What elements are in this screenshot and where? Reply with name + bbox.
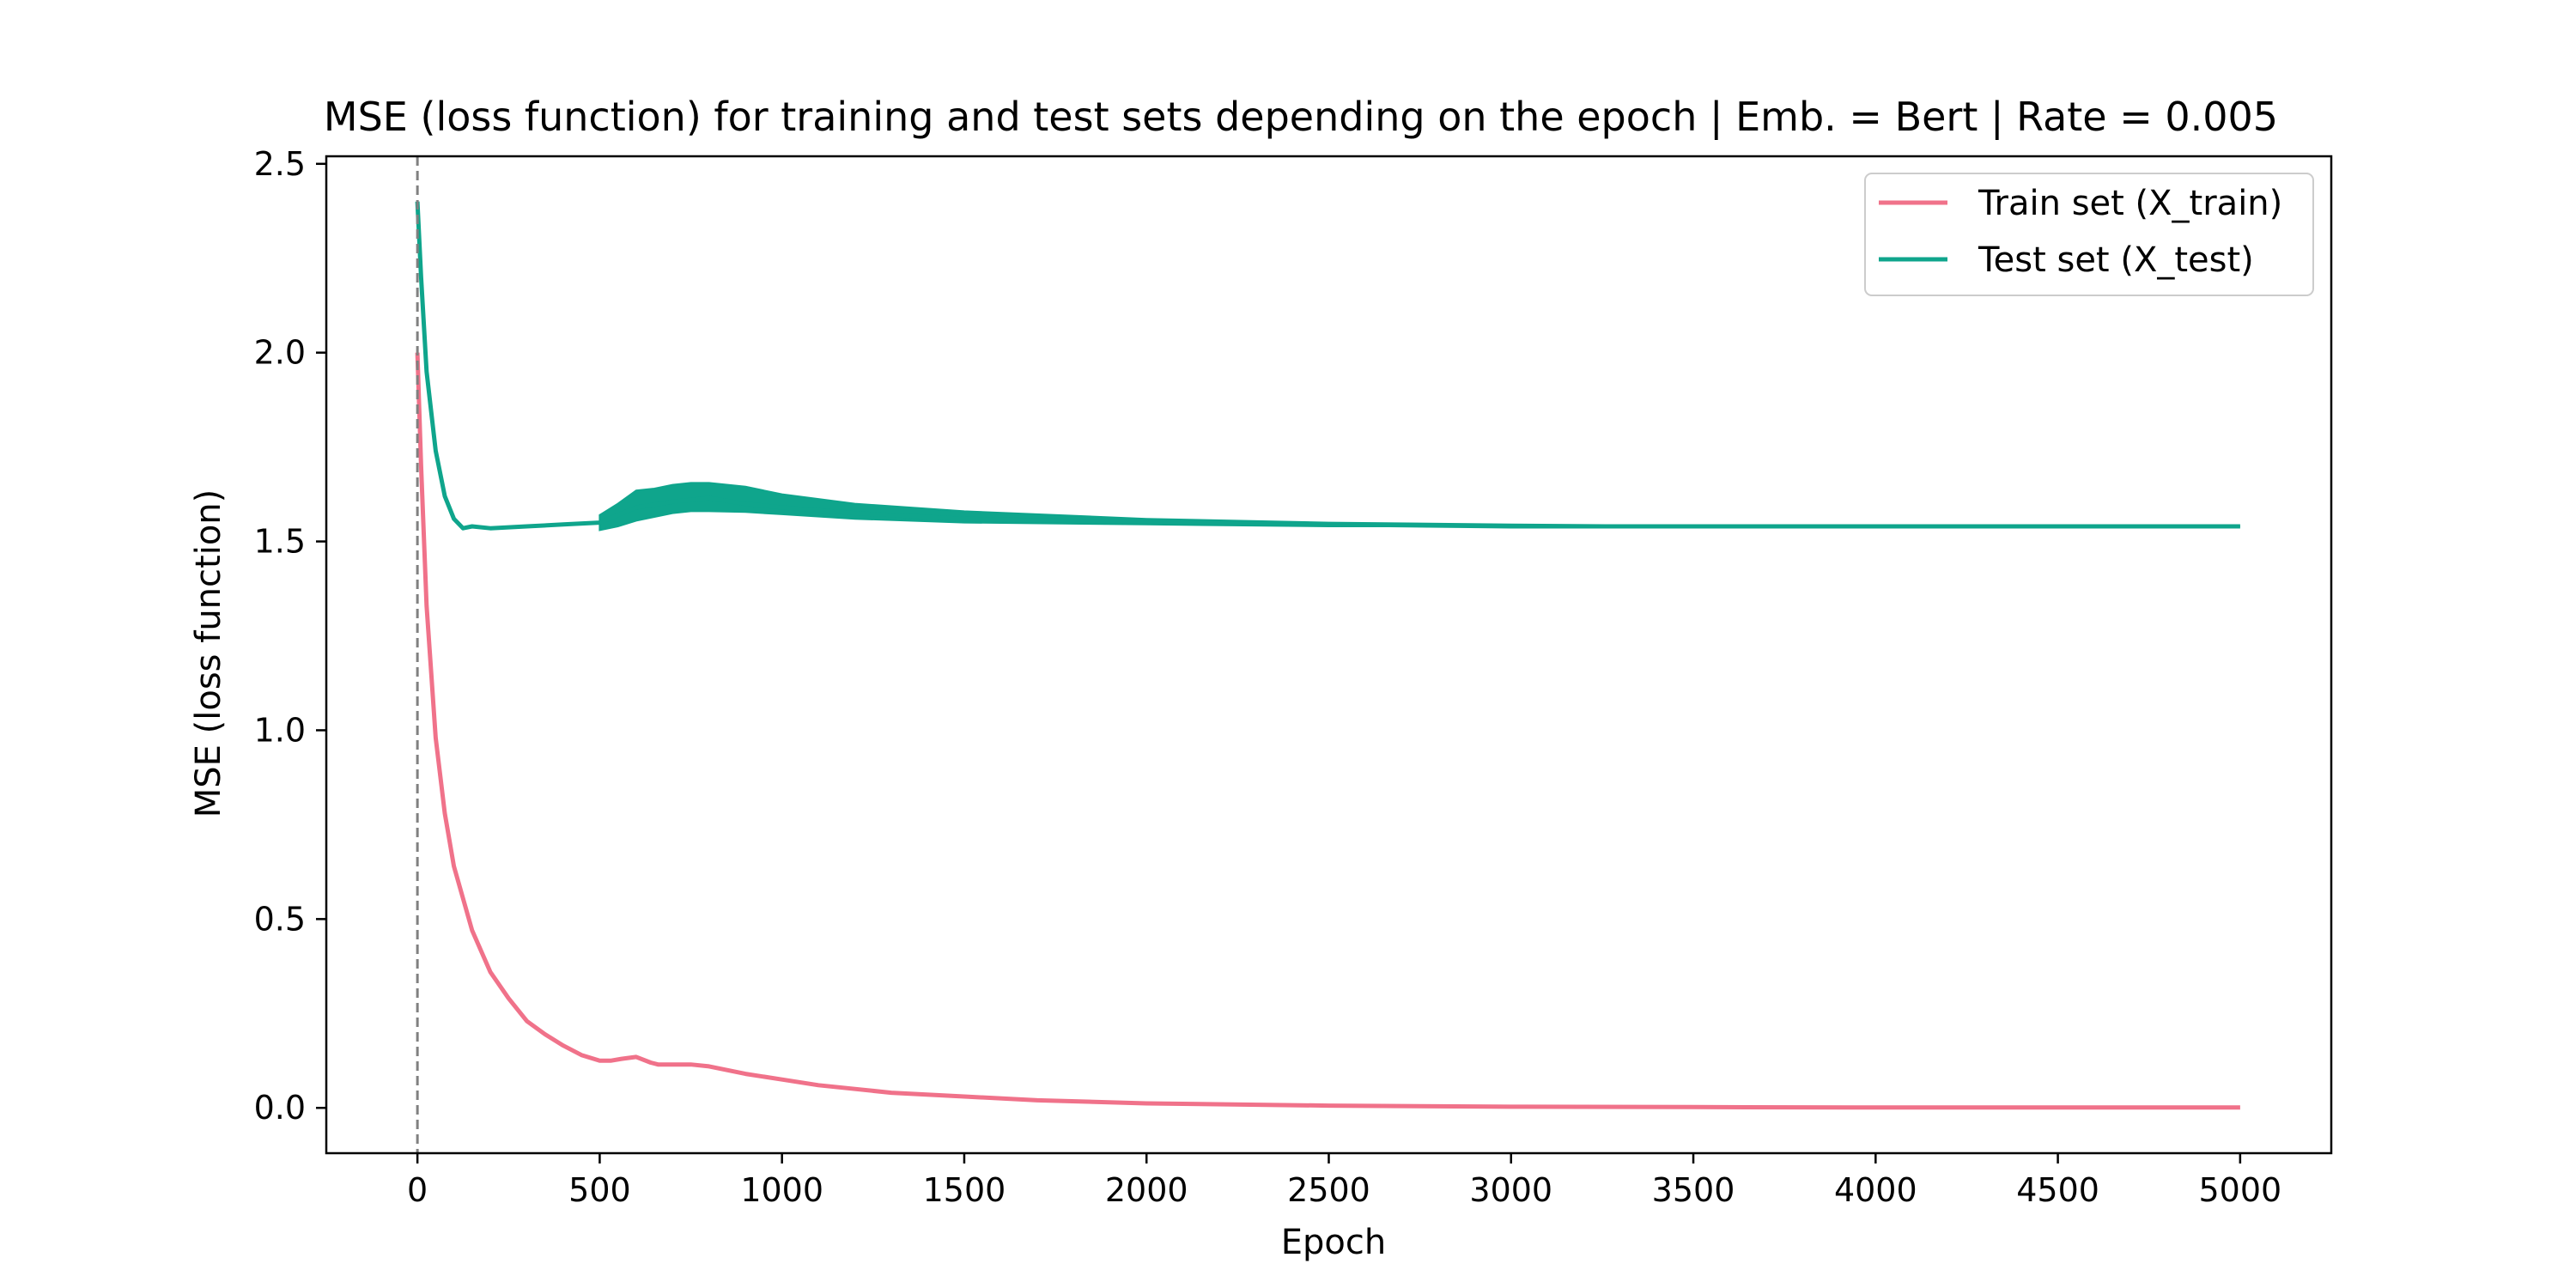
legend-label-train: Train set (X_train) [1978, 184, 2282, 223]
y-axis-label: MSE (loss function) [189, 489, 228, 817]
axis-ticks: 0 500 1000 1500 2000 2500 3000 3500 4000 4500 5000… [254, 145, 2282, 1209]
x-tick-label: 2000 [1105, 1171, 1188, 1209]
y-tick-label: 2.0 [254, 334, 306, 372]
x-tick-label: 4500 [2016, 1171, 2099, 1209]
x-tick-label: 500 [568, 1171, 631, 1209]
chart-title: MSE (loss function) for training and tes… [324, 94, 2278, 141]
y-tick-label: 2.5 [254, 145, 306, 183]
x-axis-label: Epoch [1281, 1223, 1386, 1262]
x-tick-label: 1500 [923, 1171, 1006, 1209]
x-tick-label: 3500 [1652, 1171, 1735, 1209]
x-tick-label: 3000 [1469, 1171, 1552, 1209]
legend-label-test: Test set (X_test) [1978, 240, 2254, 280]
train-series-line [415, 352, 2240, 1110]
y-tick-label: 0.0 [254, 1089, 306, 1127]
x-tick-label: 5000 [2199, 1171, 2282, 1209]
x-tick-label: 1000 [740, 1171, 823, 1209]
x-tick-label: 0 [407, 1171, 428, 1209]
y-tick-label: 1.0 [254, 711, 306, 749]
x-tick-label: 4000 [1834, 1171, 1917, 1209]
test-series-line [415, 201, 2240, 531]
legend-box [1864, 173, 2314, 296]
plot-area [415, 156, 2240, 1153]
legend: Train set (X_train) Test set (X_test) [1864, 173, 2314, 296]
y-tick-label: 1.5 [254, 523, 306, 561]
y-tick-label: 0.5 [254, 900, 306, 938]
x-tick-label: 2500 [1287, 1171, 1370, 1209]
series-group [415, 156, 2240, 1153]
